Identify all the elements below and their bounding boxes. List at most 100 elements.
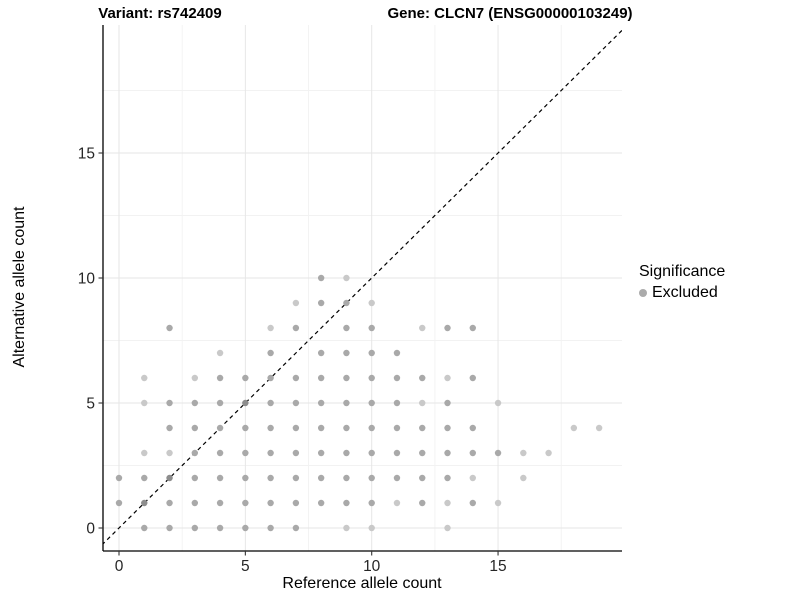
data-point xyxy=(444,424,451,432)
data-point xyxy=(166,424,173,432)
data-point xyxy=(570,424,578,432)
data-point xyxy=(419,499,426,507)
data-point xyxy=(191,499,199,507)
data-point xyxy=(419,374,426,382)
data-point xyxy=(368,474,375,482)
data-point xyxy=(242,474,249,482)
data-point xyxy=(368,399,375,407)
data-point xyxy=(166,474,173,482)
data-point xyxy=(444,399,451,407)
data-point xyxy=(469,374,476,382)
data-point xyxy=(469,324,476,332)
data-point xyxy=(317,424,325,432)
data-point xyxy=(191,399,199,407)
data-point xyxy=(317,349,325,357)
data-point xyxy=(317,474,325,482)
data-point xyxy=(444,524,451,532)
data-point xyxy=(469,424,476,432)
data-point xyxy=(444,374,451,382)
data-point xyxy=(520,449,527,457)
data-point xyxy=(216,349,224,357)
data-point xyxy=(444,449,451,457)
data-point xyxy=(141,449,148,457)
data-point xyxy=(343,299,350,307)
data-point xyxy=(545,449,552,457)
data-point xyxy=(368,299,375,307)
data-point xyxy=(292,399,300,407)
data-point xyxy=(166,324,173,332)
legend-item-excluded: Excluded xyxy=(639,284,725,302)
data-point xyxy=(292,474,300,482)
data-point xyxy=(216,499,224,507)
data-point xyxy=(393,374,401,382)
data-point xyxy=(292,449,300,457)
data-point xyxy=(242,524,249,532)
data-point xyxy=(267,499,274,507)
data-point xyxy=(393,399,401,407)
data-point xyxy=(368,349,375,357)
data-point xyxy=(166,499,173,507)
data-point xyxy=(343,274,350,282)
data-point xyxy=(343,424,350,432)
data-point xyxy=(141,374,148,382)
data-point xyxy=(469,499,476,507)
data-point xyxy=(419,324,426,332)
data-point xyxy=(216,374,224,382)
data-point xyxy=(267,474,274,482)
data-point xyxy=(141,524,148,532)
data-point xyxy=(317,449,325,457)
data-point xyxy=(191,374,199,382)
y-axis-title: Alternative allele count xyxy=(11,206,28,368)
data-point xyxy=(166,399,173,407)
legend-item-label: Excluded xyxy=(652,284,718,301)
data-point xyxy=(317,374,325,382)
data-point xyxy=(242,424,249,432)
variant-title: Variant: rs742409 xyxy=(98,5,222,22)
data-point xyxy=(343,374,350,382)
data-point xyxy=(368,449,375,457)
data-point xyxy=(317,274,325,282)
data-point xyxy=(317,399,325,407)
identity-line xyxy=(103,29,622,545)
data-point xyxy=(444,474,451,482)
data-point xyxy=(141,399,148,407)
x-tick-label: 5 xyxy=(241,558,250,575)
data-point xyxy=(469,449,476,457)
data-point xyxy=(469,474,476,482)
y-tick-label: 10 xyxy=(78,271,96,288)
data-point xyxy=(191,524,199,532)
data-point xyxy=(494,449,502,457)
data-point xyxy=(242,399,249,407)
data-point xyxy=(216,399,224,407)
data-point xyxy=(267,524,274,532)
data-point xyxy=(115,474,123,482)
data-point xyxy=(494,499,502,507)
x-axis-title: Reference allele count xyxy=(282,575,442,592)
data-point xyxy=(343,474,350,482)
data-point xyxy=(292,299,300,307)
data-point xyxy=(216,524,224,532)
y-tick-label: 15 xyxy=(78,146,95,163)
data-point xyxy=(368,374,375,382)
data-point xyxy=(368,324,375,332)
data-point xyxy=(242,449,249,457)
x-tick-label: 10 xyxy=(363,558,381,575)
data-point xyxy=(267,324,274,332)
data-point xyxy=(419,474,426,482)
data-point xyxy=(191,449,199,457)
data-point xyxy=(317,499,325,507)
data-point xyxy=(343,524,350,532)
data-point xyxy=(393,449,401,457)
data-point xyxy=(343,399,350,407)
data-point xyxy=(343,349,350,357)
data-point xyxy=(520,474,527,482)
data-point xyxy=(166,524,173,532)
data-point xyxy=(242,499,249,507)
data-point xyxy=(393,474,401,482)
data-point xyxy=(267,349,274,357)
legend-dot-icon xyxy=(639,289,647,297)
gene-title: Gene: CLCN7 (ENSG00000103249) xyxy=(387,5,633,22)
data-point xyxy=(393,349,401,357)
